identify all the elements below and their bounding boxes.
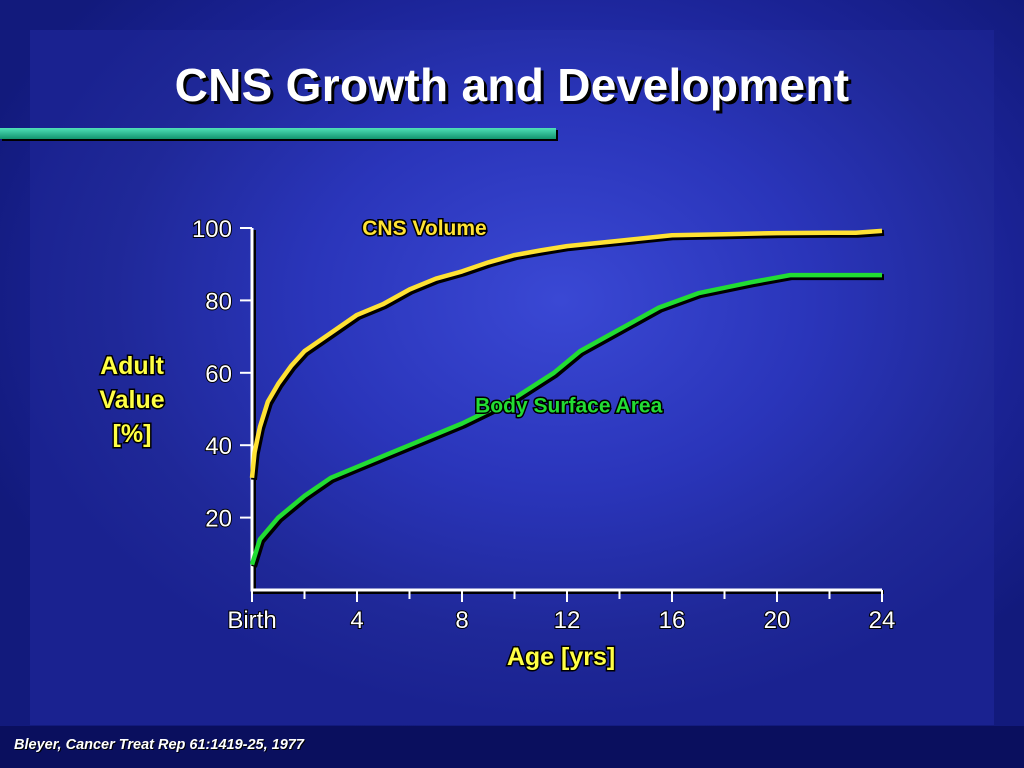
- series-label: Body Surface Area: [475, 395, 662, 418]
- citation-text: Bleyer, Cancer Treat Rep 61:1419-25, 197…: [14, 737, 304, 753]
- x-tick-label: 12: [554, 607, 581, 634]
- y-axis-title-line: [%]: [113, 420, 152, 448]
- y-tick-label: 20: [205, 506, 232, 533]
- x-tick-label: 20: [764, 607, 791, 634]
- y-axis-title-line: Adult: [100, 352, 165, 380]
- footer-band: [0, 726, 1024, 768]
- slide-title: CNS Growth and Development: [174, 59, 850, 111]
- y-tick-label: 100: [192, 216, 232, 243]
- axis-shadow: [252, 230, 884, 594]
- series-label: CNS Volume: [362, 217, 486, 240]
- y-axis-title-line: Value: [99, 386, 164, 414]
- series-line: [249, 272, 882, 566]
- series-line-shadow: [251, 274, 884, 568]
- slide-inner-panel: [30, 30, 994, 725]
- x-tick-label: 8: [455, 607, 468, 634]
- title-underline-rule: [0, 128, 556, 139]
- x-tick-label: 24: [869, 607, 896, 634]
- x-tick-label: 4: [350, 607, 363, 634]
- y-tick-label: 80: [205, 288, 232, 315]
- x-tick-label: 16: [659, 607, 686, 634]
- x-axis-title: Age [yrs]: [507, 643, 615, 671]
- series-line-shadow: [251, 229, 885, 481]
- y-tick-label: 40: [205, 433, 232, 460]
- x-tick-label: Birth: [227, 607, 276, 634]
- series-line: [249, 228, 883, 479]
- y-tick-label: 60: [205, 361, 232, 388]
